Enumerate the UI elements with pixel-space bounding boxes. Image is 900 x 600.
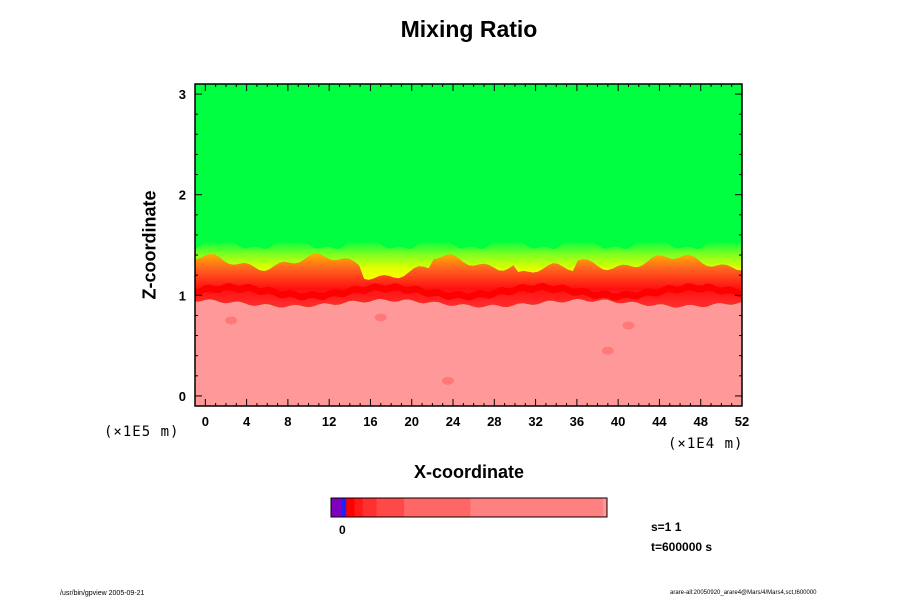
x-tick-label: 8 — [284, 414, 291, 429]
x-tick-label: 48 — [693, 414, 707, 429]
region-lower — [195, 298, 742, 406]
chart-title: Mixing Ratio — [400, 16, 538, 42]
colorbar-segment — [376, 498, 405, 517]
x-tick-label: 32 — [528, 414, 542, 429]
colorbar-segment — [354, 498, 364, 517]
y-axis-label: Z-coordinate — [139, 190, 160, 300]
x-tick-label: 0 — [202, 414, 209, 429]
x-tick-label: 20 — [405, 414, 419, 429]
y-tick-label: 1 — [179, 288, 186, 303]
time-label: t=600000 s — [651, 540, 713, 554]
x-tick-label: 44 — [652, 414, 667, 429]
colorbar-segment — [602, 498, 608, 517]
colorbar-zero-label: 0 — [339, 523, 346, 537]
region-mixing-core — [195, 282, 742, 301]
x-tick-label: 36 — [570, 414, 584, 429]
step-label: s=1 1 — [651, 520, 682, 534]
filament-1 — [374, 313, 387, 322]
y-axis-unit: (×1E5 m) — [104, 424, 180, 440]
x-axis-unit: (×1E4 m) — [668, 436, 744, 452]
colorbar — [330, 497, 608, 518]
x-tick-label: 4 — [243, 414, 251, 429]
plot-frame — [194, 83, 743, 407]
x-axis-label: X-coordinate — [413, 462, 524, 482]
x-tick-label: 16 — [363, 414, 377, 429]
colorbar-segment — [346, 498, 355, 517]
colorbar-segment — [331, 498, 343, 517]
filament-0 — [225, 316, 238, 325]
y-tick-label: 0 — [179, 389, 186, 404]
colorbar-segment — [404, 498, 471, 517]
colorbar-segment — [342, 498, 347, 517]
region-transition — [195, 240, 742, 280]
plot-area — [195, 84, 742, 406]
x-tick-label: 52 — [735, 414, 749, 429]
x-tick-label: 40 — [611, 414, 625, 429]
colorbar-segment — [470, 498, 604, 517]
y-tick-label: 2 — [179, 188, 186, 203]
filament-3 — [601, 346, 614, 355]
x-tick-label: 12 — [322, 414, 336, 429]
footer-source: arare-all:20050920_arare4@Mars/4/Mars4,s… — [670, 590, 817, 596]
footer-command: /usr/bin/gpview 2005-09-21 — [60, 590, 145, 597]
filament-2 — [622, 321, 635, 330]
x-tick-label: 24 — [446, 414, 461, 429]
colorbar-frame — [330, 497, 608, 518]
y-tick-label: 3 — [179, 87, 186, 102]
x-tick-label: 28 — [487, 414, 501, 429]
filament-4 — [441, 376, 454, 385]
colorbar-segment — [362, 498, 378, 517]
